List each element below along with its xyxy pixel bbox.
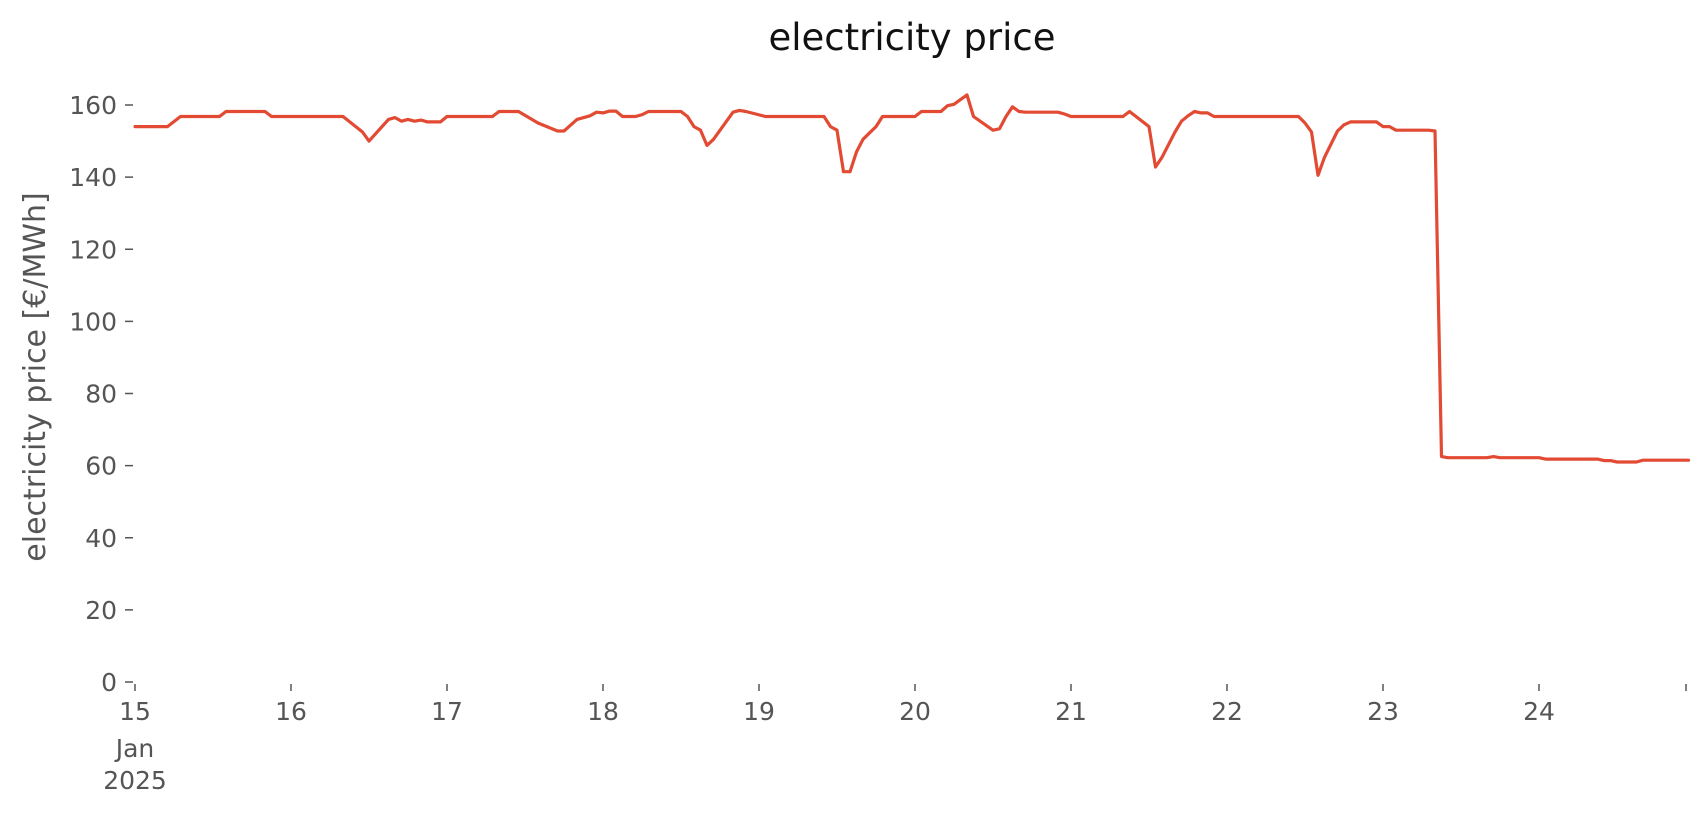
x-tick-label: 18 xyxy=(587,697,619,726)
y-tick-label: 100 xyxy=(69,307,117,336)
y-tick-label: 40 xyxy=(85,524,117,553)
x-tick-label: 17 xyxy=(431,697,463,726)
x-tick-label: 16 xyxy=(275,697,307,726)
x-axis: 15 Jan 2025 16 17 18 19 20 21 22 23 24 xyxy=(103,684,1687,795)
x-tick-label: 23 xyxy=(1367,697,1399,726)
y-tick-label: 80 xyxy=(85,380,117,409)
chart-title: electricity price xyxy=(768,16,1055,59)
plot-area xyxy=(133,93,1691,464)
y-tick-label: 60 xyxy=(85,452,117,481)
x-tick-label: 19 xyxy=(743,697,775,726)
y-tick-label: 20 xyxy=(85,596,117,625)
x-tick-label: 24 xyxy=(1523,697,1555,726)
y-tick-label: 0 xyxy=(101,668,117,697)
x-tick-label: 20 xyxy=(899,697,931,726)
y-axis: 0 20 40 60 80 100 120 140 160 xyxy=(69,91,133,697)
series-line xyxy=(133,93,1691,464)
x-tick-label: 15 xyxy=(119,697,151,726)
x-tick-sublabel: 2025 xyxy=(103,766,167,795)
y-axis-label: electricity price [€/MWh] xyxy=(18,192,53,561)
x-tick-label: 22 xyxy=(1211,697,1243,726)
y-tick-label: 120 xyxy=(69,235,117,264)
y-tick-label: 160 xyxy=(69,91,117,120)
x-tick-sublabel: Jan xyxy=(114,734,155,763)
y-tick-label: 140 xyxy=(69,163,117,192)
x-tick-label: 21 xyxy=(1055,697,1087,726)
